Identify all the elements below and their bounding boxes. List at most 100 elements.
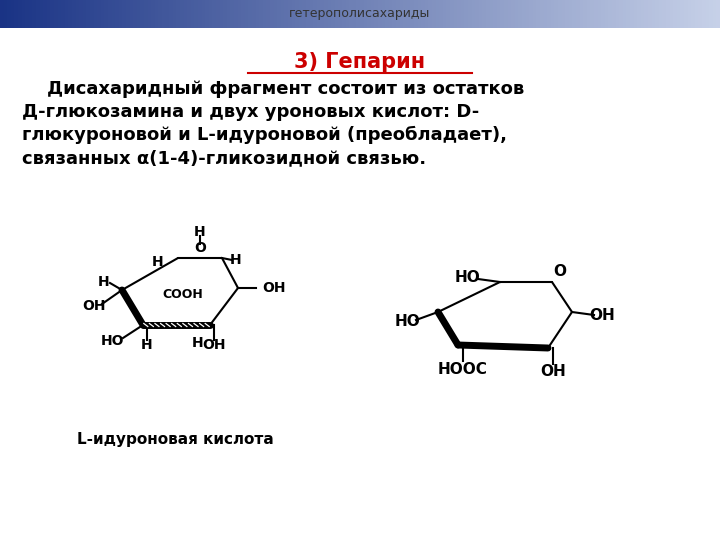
Bar xyxy=(630,0,634,28)
Bar xyxy=(187,0,192,28)
Bar xyxy=(500,0,505,28)
Bar xyxy=(292,0,296,28)
Bar xyxy=(367,0,372,28)
Bar xyxy=(50,0,55,28)
Bar xyxy=(364,0,368,28)
Text: COOH: COOH xyxy=(163,288,203,301)
Bar xyxy=(666,0,670,28)
Bar xyxy=(716,0,720,28)
Bar xyxy=(356,0,361,28)
Bar xyxy=(371,0,375,28)
Bar xyxy=(40,0,44,28)
Bar xyxy=(490,0,494,28)
Text: OH: OH xyxy=(589,308,615,323)
Bar xyxy=(612,0,616,28)
Bar xyxy=(479,0,483,28)
Bar xyxy=(662,0,667,28)
Bar xyxy=(191,0,195,28)
Bar xyxy=(374,0,379,28)
Bar xyxy=(698,0,703,28)
Bar xyxy=(252,0,256,28)
Bar xyxy=(328,0,332,28)
Bar xyxy=(511,0,516,28)
Text: H: H xyxy=(194,225,206,239)
Bar xyxy=(238,0,242,28)
Bar xyxy=(421,0,426,28)
Bar xyxy=(670,0,674,28)
Bar xyxy=(209,0,213,28)
Bar xyxy=(137,0,141,28)
Bar xyxy=(140,0,145,28)
Bar xyxy=(151,0,156,28)
Text: Дисахаридный фрагмент состоит из остатков
Д-глюкозамина и двух уроновых кислот: : Дисахаридный фрагмент состоит из остатко… xyxy=(22,80,524,167)
Bar xyxy=(644,0,649,28)
Bar xyxy=(655,0,660,28)
Text: L-идуроновая кислота: L-идуроновая кислота xyxy=(76,432,274,447)
Bar xyxy=(284,0,289,28)
Bar xyxy=(288,0,292,28)
Bar xyxy=(418,0,422,28)
Bar xyxy=(25,0,30,28)
Bar xyxy=(554,0,559,28)
Bar xyxy=(695,0,699,28)
Bar xyxy=(126,0,130,28)
Bar xyxy=(205,0,210,28)
Text: O: O xyxy=(194,241,206,255)
Bar xyxy=(587,0,591,28)
Bar xyxy=(198,0,202,28)
Bar xyxy=(590,0,595,28)
Bar xyxy=(616,0,620,28)
Bar xyxy=(522,0,526,28)
Bar xyxy=(558,0,562,28)
Bar xyxy=(446,0,451,28)
Bar xyxy=(684,0,688,28)
Bar xyxy=(90,0,94,28)
Bar xyxy=(122,0,127,28)
Bar xyxy=(306,0,310,28)
Bar xyxy=(677,0,681,28)
Bar xyxy=(155,0,159,28)
Bar xyxy=(608,0,613,28)
Text: H: H xyxy=(230,253,242,267)
Bar xyxy=(234,0,238,28)
Bar xyxy=(29,0,33,28)
Bar xyxy=(22,0,26,28)
Bar xyxy=(450,0,454,28)
Bar xyxy=(472,0,476,28)
Bar xyxy=(346,0,350,28)
Bar xyxy=(533,0,537,28)
Bar xyxy=(623,0,627,28)
Text: O: O xyxy=(554,265,567,280)
Bar xyxy=(659,0,663,28)
Bar xyxy=(54,0,58,28)
Bar xyxy=(497,0,501,28)
Text: гетерополисахариды: гетерополисахариды xyxy=(289,8,431,21)
Bar xyxy=(144,0,148,28)
Bar xyxy=(180,0,184,28)
Bar xyxy=(58,0,62,28)
Bar xyxy=(104,0,109,28)
Bar xyxy=(641,0,645,28)
Bar xyxy=(544,0,548,28)
Bar xyxy=(295,0,300,28)
Text: H: H xyxy=(98,275,110,289)
Bar xyxy=(331,0,336,28)
Bar xyxy=(634,0,638,28)
Bar xyxy=(475,0,480,28)
Bar xyxy=(454,0,458,28)
Bar xyxy=(72,0,76,28)
Bar xyxy=(245,0,249,28)
Bar xyxy=(169,0,174,28)
Bar xyxy=(504,0,508,28)
Bar xyxy=(274,0,278,28)
Bar xyxy=(565,0,570,28)
Bar xyxy=(508,0,512,28)
Bar xyxy=(86,0,91,28)
Bar xyxy=(342,0,346,28)
Text: OH: OH xyxy=(82,299,106,313)
Bar xyxy=(353,0,357,28)
Bar xyxy=(400,0,404,28)
Bar xyxy=(7,0,12,28)
Text: H: H xyxy=(141,338,153,352)
Bar xyxy=(61,0,66,28)
